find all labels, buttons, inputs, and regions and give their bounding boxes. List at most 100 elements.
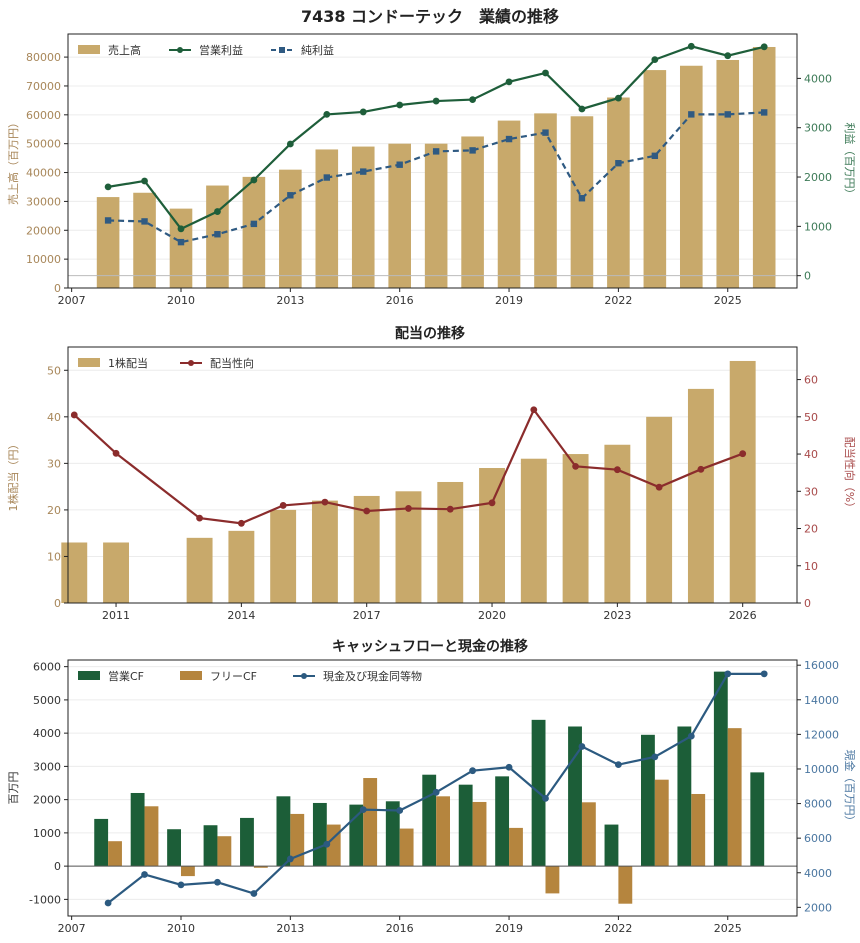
legend-swatch [180, 671, 202, 680]
cashflow-chart: キャッシュフローと現金の推移 2007 2010 2013 2016 2019 2022 2… [7, 638, 857, 935]
y2-tick-label: 30 [804, 485, 818, 498]
line-point [214, 878, 221, 886]
y-axis-label: 1株配当（円） [6, 439, 20, 512]
bar [607, 97, 630, 288]
y2-axis-label: 現金（百万円） [843, 750, 857, 827]
x-tick-label: 2025 [714, 922, 742, 935]
line-point [651, 152, 659, 160]
line-point [196, 514, 203, 522]
bar [180, 866, 195, 877]
bar [228, 530, 255, 603]
legend-swatch [78, 671, 100, 680]
y-tick-label: 1000 [33, 827, 61, 840]
x-tick-label: 2011 [102, 609, 130, 622]
y2-tick-label: 20 [804, 523, 818, 536]
line-point [104, 217, 112, 224]
y2-tick-label: 14000 [804, 694, 839, 707]
bar [750, 772, 765, 867]
y2-tick-label: 6000 [804, 832, 832, 845]
bar [752, 46, 776, 289]
bar [290, 813, 305, 867]
line-point [321, 498, 329, 506]
bar [312, 802, 327, 867]
bar [727, 728, 742, 867]
bar [424, 143, 448, 288]
x-tick-label: 2013 [276, 294, 304, 307]
line-point [651, 56, 659, 64]
line-point [615, 160, 622, 167]
bar [351, 146, 375, 288]
y-tick-label: 4000 [33, 727, 61, 740]
bar [618, 866, 633, 904]
line-point [432, 148, 440, 155]
line-point [363, 507, 371, 515]
y2-tick-label: 10 [804, 560, 818, 573]
line-point [469, 96, 476, 103]
bar [270, 509, 297, 603]
x-tick-label: 2022 [604, 922, 632, 935]
line-point [651, 753, 659, 761]
y2-tick-label: 10000 [804, 763, 839, 776]
y-tick-label: 3000 [33, 760, 61, 773]
bar [545, 866, 560, 894]
line-point [104, 183, 112, 191]
bar [640, 734, 655, 867]
x-tick-label: 2016 [386, 294, 414, 307]
series-line [73, 407, 744, 525]
plot-frame [67, 346, 798, 604]
line-point [697, 465, 705, 473]
y-tick-label: 5000 [33, 694, 61, 707]
y-tick-label: 0 [54, 282, 61, 295]
line-point [359, 806, 367, 814]
x-tick-label: 2019 [495, 294, 523, 307]
bar [349, 804, 364, 867]
y2-tick-label: 60 [804, 374, 818, 387]
bar [604, 824, 619, 867]
y-tick-label: 2000 [33, 794, 61, 807]
line-point [287, 192, 294, 199]
x-tick-label: 2017 [353, 609, 381, 622]
y2-tick-label: 0 [804, 597, 811, 610]
y-axis-label: 売上高（百万円） [6, 117, 20, 205]
legend-label: 営業利益 [199, 43, 243, 57]
bar [240, 817, 254, 867]
line-point [724, 52, 732, 60]
bar [461, 136, 484, 288]
y-tick-label: 10 [47, 550, 61, 563]
line-point [724, 670, 732, 678]
line-point [613, 466, 621, 474]
x-tick-label: 2007 [58, 294, 86, 307]
bar [437, 481, 464, 603]
line-point [112, 449, 120, 457]
legend-label: 現金及び現金同等物 [323, 669, 422, 683]
legend-swatch [78, 358, 100, 367]
y2-tick-label: 8000 [804, 798, 832, 811]
bar [497, 120, 521, 288]
line-point [760, 109, 768, 116]
bar [276, 796, 291, 867]
line-point [530, 406, 538, 414]
bar [654, 779, 669, 867]
bar [479, 468, 505, 603]
bar [385, 801, 400, 867]
x-tick-label: 2020 [478, 609, 506, 622]
y2-tick-label: 0 [804, 270, 811, 283]
bar [562, 454, 589, 603]
bar [534, 113, 557, 288]
bar [169, 208, 193, 288]
line-point [177, 225, 185, 233]
y2-tick-label: 50 [804, 411, 818, 424]
y-axis-label: 百万円 [7, 772, 20, 805]
plot-frame [67, 33, 798, 289]
y-tick-label: 10000 [26, 253, 61, 266]
y2-tick-label: 40 [804, 448, 818, 461]
line-point [104, 899, 112, 907]
bar [399, 828, 414, 867]
x-tick-label: 2022 [604, 294, 632, 307]
bar [103, 542, 129, 603]
legend-swatch [78, 45, 100, 54]
legend-label: 純利益 [301, 43, 334, 57]
line-point [396, 161, 403, 168]
line-point [505, 763, 513, 771]
y-tick-label: 0 [54, 860, 61, 873]
